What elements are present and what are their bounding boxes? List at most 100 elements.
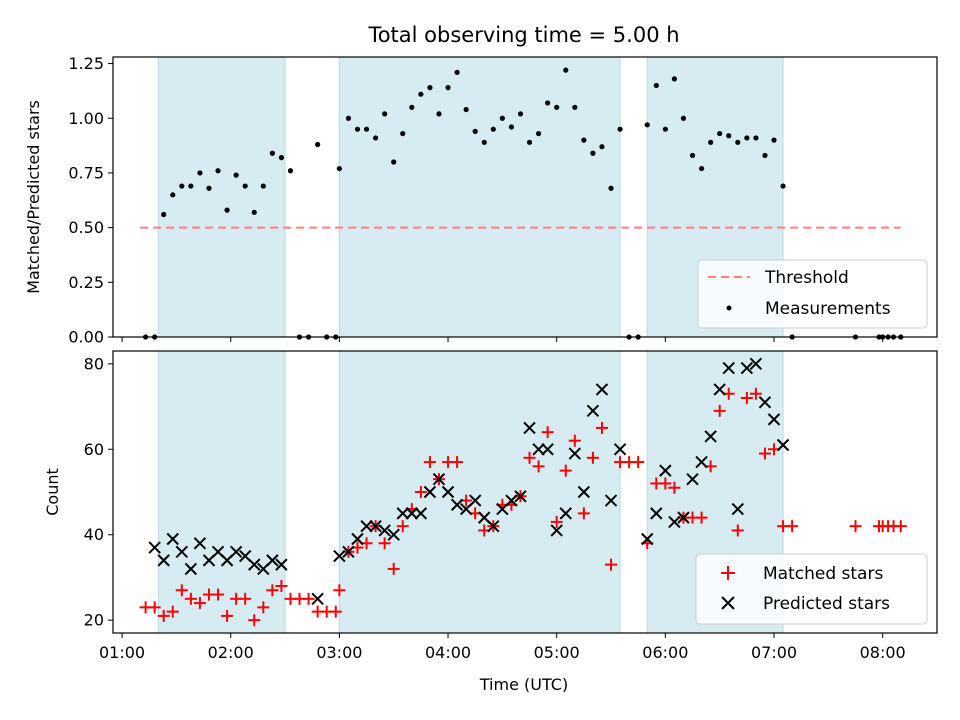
predicted-star-marker xyxy=(193,537,207,550)
measurement-point xyxy=(717,130,723,137)
predicted-star-marker xyxy=(713,383,726,396)
measurement-point xyxy=(260,183,266,189)
legend-predicted-swatch xyxy=(721,596,735,610)
measurement-point xyxy=(472,128,478,134)
predicted-star-marker xyxy=(695,455,708,469)
top-plot-frame xyxy=(112,56,938,338)
matched-star-marker xyxy=(523,451,536,464)
matched-star-marker xyxy=(266,584,279,597)
matched-star-marker xyxy=(668,481,681,494)
predicted-star-marker xyxy=(148,541,161,554)
matched-star-marker xyxy=(894,520,907,533)
measurement-point xyxy=(771,137,777,143)
measurement-point xyxy=(499,115,505,121)
predicted-star-marker xyxy=(586,404,600,418)
predicted-star-marker xyxy=(175,545,189,559)
observing-window-2 xyxy=(338,350,621,634)
measurement-point xyxy=(608,185,614,191)
predicted-star-marker xyxy=(532,443,545,456)
bottom-legend: Matched stars Predicted stars xyxy=(695,553,928,625)
measurement-point xyxy=(372,135,379,141)
measurement-point xyxy=(315,141,321,148)
matched-star-marker xyxy=(632,456,645,469)
predicted-star-marker xyxy=(659,464,672,477)
measurement-point xyxy=(526,139,533,145)
measurement-point xyxy=(269,150,275,156)
predicted-star-marker xyxy=(333,549,346,563)
measurement-point xyxy=(671,76,678,82)
top-y-tick-label: 0.00 xyxy=(68,328,104,347)
matched-star-marker xyxy=(239,592,252,605)
measurement-point xyxy=(427,85,433,91)
bottom-x-tick-label: 02:00 xyxy=(208,643,254,662)
matched-star-marker xyxy=(221,609,234,622)
predicted-star-marker xyxy=(275,558,288,571)
predicted-star-marker xyxy=(423,485,437,499)
matched-star-marker xyxy=(849,520,862,533)
matched-star-marker xyxy=(586,451,599,464)
top-y-tick-label: 0.50 xyxy=(68,218,104,237)
measurement-point xyxy=(517,111,524,117)
predicted-star-marker xyxy=(704,430,717,443)
bottom-y-axis: 20 40 60 80 xyxy=(84,354,113,630)
predicted-star-marker xyxy=(641,532,654,546)
predicted-star-marker xyxy=(311,592,324,606)
bottom-legend-box xyxy=(695,553,928,625)
measurement-point xyxy=(391,159,397,165)
matched-star-marker xyxy=(695,511,708,524)
matched-star-marker xyxy=(148,601,161,614)
matched-star-marker xyxy=(786,520,799,533)
measurement-point xyxy=(572,104,578,110)
predicted-star-marker xyxy=(559,507,572,520)
predicted-star-marker xyxy=(650,507,663,520)
predicted-star-marker xyxy=(369,519,382,533)
bottom-y-tick-label: 60 xyxy=(84,440,104,459)
predicted-star-marker xyxy=(668,515,681,529)
predicted-star-marker xyxy=(378,524,391,537)
bottom-y-tick-label: 40 xyxy=(84,525,104,544)
matched-star-marker xyxy=(713,404,726,417)
top-x-ticks xyxy=(121,337,884,342)
measurement-point xyxy=(197,170,203,176)
measurement-point xyxy=(508,124,515,130)
predicted-star-marker xyxy=(758,396,772,409)
predicted-star-marker xyxy=(441,485,455,499)
top-y-tick-label: 1.00 xyxy=(68,109,104,128)
matched-star-marker xyxy=(193,597,206,610)
measurement-point xyxy=(436,111,442,117)
measurement-point xyxy=(287,168,294,174)
measurement-point xyxy=(689,152,696,159)
measurement-point xyxy=(161,211,167,218)
measurement-point xyxy=(336,165,342,172)
measurement-point xyxy=(215,168,221,174)
legend-measurements-swatch xyxy=(726,305,732,311)
measurement-point xyxy=(188,183,194,189)
predicted-star-marker xyxy=(604,494,618,507)
predicted-star-marker xyxy=(776,438,790,452)
matched-star-marker xyxy=(740,392,753,404)
observing-window-1 xyxy=(157,350,286,634)
matched-star-marker xyxy=(577,507,590,520)
bottom-x-axis: 01:00 02:00 03:00 04:00 05:00 06:00 07:00 08:00 xyxy=(99,633,906,662)
measurement-point xyxy=(599,144,605,150)
matched-star-marker xyxy=(387,562,400,575)
predicted-star-marker xyxy=(740,361,754,375)
measurements-series xyxy=(142,67,904,340)
predicted-star-marker xyxy=(568,447,582,460)
predicted-stars-series xyxy=(148,357,790,606)
matched-star-marker xyxy=(275,580,288,592)
measurement-point xyxy=(490,126,496,132)
matched-star-marker xyxy=(184,592,197,605)
matched-star-marker xyxy=(257,601,270,614)
predicted-star-marker xyxy=(360,519,373,533)
bottom-y-tick-label: 80 xyxy=(84,354,104,373)
legend-matched-label: Matched stars xyxy=(763,564,883,584)
top-y-tick-label: 0.75 xyxy=(68,163,104,182)
measurement-point xyxy=(179,183,185,189)
matched-star-marker xyxy=(329,605,342,618)
matched-star-marker xyxy=(157,609,170,622)
top-y-tick-label: 0.25 xyxy=(68,273,104,292)
predicted-star-marker xyxy=(248,558,261,571)
measurement-point xyxy=(170,192,176,198)
bottom-plot-frame xyxy=(112,350,938,634)
